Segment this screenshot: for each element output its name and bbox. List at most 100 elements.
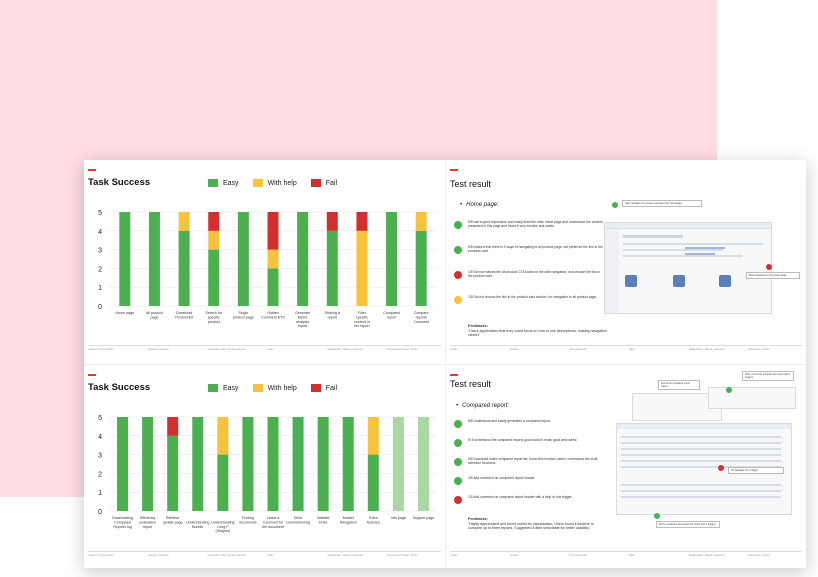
status-dot-icon bbox=[454, 477, 462, 485]
bar-segment bbox=[208, 212, 220, 231]
legend-fail: Fail bbox=[310, 384, 337, 392]
bar-segment bbox=[242, 417, 254, 511]
finding-text: 5/5 had a good impression and easily fix… bbox=[468, 220, 603, 229]
bar-segment bbox=[237, 212, 249, 306]
slide-accent bbox=[88, 169, 96, 171]
bar-segment bbox=[142, 417, 154, 511]
legend-with-help: With help bbox=[252, 384, 297, 392]
finding-item: 5/5 Download entire compared report list… bbox=[454, 457, 604, 466]
x-tick-label: Sharing a report bbox=[325, 311, 340, 319]
footer-column: Document / Owner bbox=[748, 554, 770, 557]
screen-callout: Next navigation to product overview of t… bbox=[622, 200, 702, 207]
comment-popup-screenshot bbox=[708, 387, 796, 409]
bar-segment bbox=[178, 212, 190, 231]
legend-easy: Easy bbox=[208, 179, 239, 187]
x-tick-label: Understanding Bundle bbox=[186, 520, 209, 528]
finding-text: 1/5 Add comment on compared report heade… bbox=[468, 495, 573, 499]
feedback-block: Feedbacks: "Users appreciated that they … bbox=[468, 324, 608, 338]
finding-item: 1/5 Add comment on compared report heade… bbox=[454, 495, 604, 504]
finding-item: 5/5 had a good impression and easily fix… bbox=[454, 220, 604, 229]
x-tick-label: Finding documents bbox=[239, 516, 257, 524]
footer-column: Data bbox=[629, 554, 635, 557]
finding-item: 5/5 Understood and easily generated a co… bbox=[454, 419, 604, 428]
task-success-chart: 0 1 2 3 4 5 Home page All product page Download Pr… bbox=[98, 210, 436, 328]
y-tick-label: 4 bbox=[98, 229, 102, 236]
x-tick-label: Info page bbox=[391, 516, 406, 520]
bar-segment bbox=[415, 212, 427, 231]
footer-column: Codes / 30 June 2023 bbox=[88, 348, 114, 351]
slide-footer: Codes / 30 June 2023 Session / Analysis De… bbox=[88, 551, 441, 565]
x-tick-label: Downloading Compared Reports log bbox=[112, 516, 133, 529]
footer-column: Description title bbox=[569, 348, 588, 351]
slide-accent bbox=[88, 374, 96, 376]
x-tick-label: Drive commissioning bbox=[286, 516, 310, 524]
feedback-text: "Users appreciated that they could focus… bbox=[468, 328, 607, 338]
bar-segment bbox=[267, 212, 279, 250]
status-dot-icon bbox=[454, 496, 462, 504]
slide-footer: Codes Session Description title Data Stakeho… bbox=[450, 345, 802, 359]
status-dot-icon bbox=[454, 420, 462, 428]
bar-segment bbox=[267, 249, 279, 269]
bar-segment bbox=[267, 417, 279, 511]
callout-marker bbox=[654, 513, 660, 519]
status-dot-icon bbox=[454, 246, 462, 254]
bar-segment bbox=[417, 417, 429, 511]
screen-callout: Bond navigation to all product page... bbox=[746, 272, 800, 279]
compare-popup-screenshot bbox=[632, 393, 722, 421]
footer-column: Stakeholder / Status / Approval bbox=[327, 554, 363, 557]
x-tick-label: Retrieve update page bbox=[163, 516, 183, 524]
footer-column: Codes / 30 June 2023 bbox=[88, 554, 114, 557]
feedback-label: Feedbacks: bbox=[468, 324, 488, 328]
bar-segment bbox=[148, 212, 160, 306]
callout-marker bbox=[766, 264, 772, 270]
finding-item: 1/5 Did not noticed the All product CTA … bbox=[454, 270, 604, 279]
bar-segment bbox=[292, 417, 304, 511]
finding-text: 1/5 Did not choose the link in the produ… bbox=[468, 295, 598, 299]
x-tick-label: Download Product list bbox=[175, 311, 193, 319]
test-result-panel-compare: Test result Compared report: 5/5 Underst… bbox=[445, 364, 806, 568]
footer-column: Description title / Section context bbox=[207, 348, 246, 351]
finding-item: 4/5 Add comment on compared report heade… bbox=[454, 476, 604, 485]
finding-item: 5/5 Noticed that there is 2 ways of navi… bbox=[454, 245, 604, 254]
y-tick-label: 0 bbox=[98, 304, 102, 311]
slide-footer: Codes Session Description title Data Stakeho… bbox=[450, 551, 802, 565]
x-tick-label: Compare reports Comment bbox=[413, 311, 429, 324]
finding-text: 5/ 5 understood the compared reports goo… bbox=[468, 438, 578, 442]
status-dot-icon bbox=[454, 439, 462, 447]
slide-accent bbox=[450, 374, 458, 376]
x-tick-label: Understanding Long F (Shapes) bbox=[211, 520, 234, 533]
footer-column: Stakeholder / Status / Approval bbox=[688, 348, 725, 351]
footer-column: Document / Owner / Notes bbox=[387, 554, 418, 557]
y-tick-label: 3 bbox=[98, 248, 102, 255]
x-tick-label: Efficiency evaluation report bbox=[139, 516, 155, 529]
finding-item: 1/5 Did not choose the link in the produ… bbox=[454, 295, 604, 304]
bar-segment bbox=[267, 268, 279, 306]
x-tick-label: Compared report bbox=[383, 311, 400, 319]
callout-marker bbox=[612, 202, 618, 208]
feedback-text: "Highly appreciated and found useful for… bbox=[468, 521, 594, 531]
chart-legend: Easy With help Fail bbox=[208, 179, 337, 187]
x-tick-label: Home page bbox=[116, 311, 135, 315]
footer-column: Description title / Section context bbox=[207, 554, 246, 557]
y-tick-label: 3 bbox=[98, 453, 102, 460]
home-page-screenshot bbox=[604, 222, 772, 314]
x-tick-label: Validate Drive bbox=[317, 516, 330, 524]
x-tick-label: Generate Metric analysis report bbox=[295, 311, 310, 328]
status-dot-icon bbox=[454, 221, 462, 229]
screen-callout: All the conditions succeeded but report … bbox=[656, 521, 720, 528]
finding-text: 4/5 Add comment on compared report heade… bbox=[468, 476, 535, 480]
y-tick-label: 2 bbox=[98, 266, 102, 273]
task-success-panel-1: Task Success Easy With help Fail 0 1 2 3 4 5 H… bbox=[84, 160, 445, 362]
bar-segment bbox=[326, 212, 338, 231]
footer-column: Codes bbox=[450, 348, 458, 351]
bar-segment bbox=[208, 230, 220, 250]
x-tick-label: Filter specific content in the report bbox=[354, 311, 370, 328]
compare-report-screenshot bbox=[616, 423, 792, 515]
legend-with-help: With help bbox=[252, 179, 297, 187]
panel-title: Test result bbox=[450, 379, 492, 389]
feedback-block: Feedbacks: "Highly appreciated and found… bbox=[468, 517, 608, 531]
footer-column: Session bbox=[509, 348, 519, 351]
status-dot-icon bbox=[454, 458, 462, 466]
bar-segment bbox=[167, 417, 179, 436]
footer-column: Data bbox=[267, 348, 273, 351]
